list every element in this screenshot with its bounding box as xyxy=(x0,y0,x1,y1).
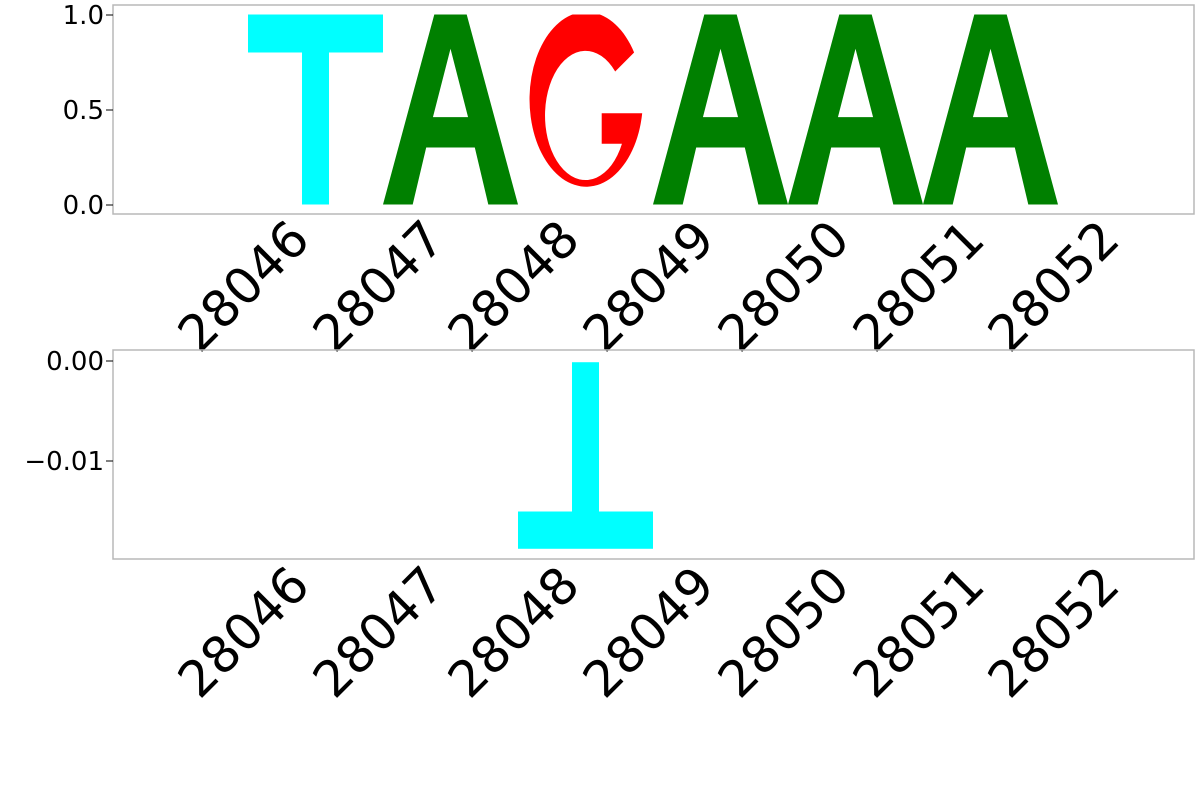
top-ytick-label: 0.0 xyxy=(63,191,104,221)
top-xtick-label: 28050 xyxy=(707,209,860,362)
bottom-xtick-label: 28048 xyxy=(437,555,590,708)
top-ytick-label: 0.5 xyxy=(63,96,104,126)
top-xtick-label: 28048 xyxy=(437,209,590,362)
top-logo-panel: 0.0 0.5 1.0 28046 28047 28048 28049 2805… xyxy=(63,1,1195,363)
bottom-logo-panel: 0.00 −0.01 28046 28047 28048 28049 28050… xyxy=(24,347,1195,709)
top-letter-stack xyxy=(248,14,1058,205)
bottom-xtick-label: 28047 xyxy=(302,555,455,708)
top-logo-letter xyxy=(923,14,1058,205)
top-logo-letter xyxy=(383,14,518,205)
bottom-x-axis: 28046 28047 28048 28049 28050 28051 2805… xyxy=(167,555,1130,708)
top-y-axis: 0.0 0.5 1.0 xyxy=(63,1,113,221)
top-logo-letter xyxy=(653,14,788,205)
top-xtick-label: 28051 xyxy=(842,209,995,362)
top-xtick-label: 28052 xyxy=(977,209,1130,362)
bottom-xtick-label: 28046 xyxy=(167,555,320,708)
bottom-y-axis: 0.00 −0.01 xyxy=(24,347,113,477)
top-xtick-label: 28049 xyxy=(572,209,725,362)
top-logo-letter xyxy=(529,14,643,187)
bottom-ytick-label: 0.00 xyxy=(46,347,104,377)
top-ytick-label: 1.0 xyxy=(63,1,104,31)
bottom-xtick-label: 28049 xyxy=(572,555,725,708)
bottom-logo-letter xyxy=(518,362,653,549)
top-xtick-label: 28047 xyxy=(302,209,455,362)
bottom-xtick-label: 28050 xyxy=(707,555,860,708)
bottom-ytick-label: −0.01 xyxy=(24,447,104,477)
bottom-xtick-label: 28052 xyxy=(977,555,1130,708)
top-xtick-label: 28046 xyxy=(167,209,320,362)
top-logo-letter xyxy=(248,14,383,205)
bottom-panel-frame xyxy=(112,349,1195,560)
bottom-letter-stack xyxy=(518,362,653,549)
bottom-xtick-label: 28051 xyxy=(842,555,995,708)
top-logo-letter xyxy=(788,14,923,205)
top-x-axis: 28046 28047 28048 28049 28050 28051 2805… xyxy=(167,209,1130,362)
